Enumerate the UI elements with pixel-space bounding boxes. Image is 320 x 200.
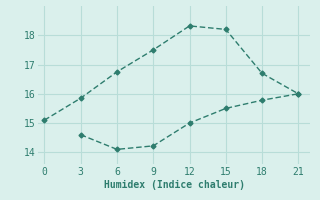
X-axis label: Humidex (Indice chaleur): Humidex (Indice chaleur): [104, 180, 245, 190]
